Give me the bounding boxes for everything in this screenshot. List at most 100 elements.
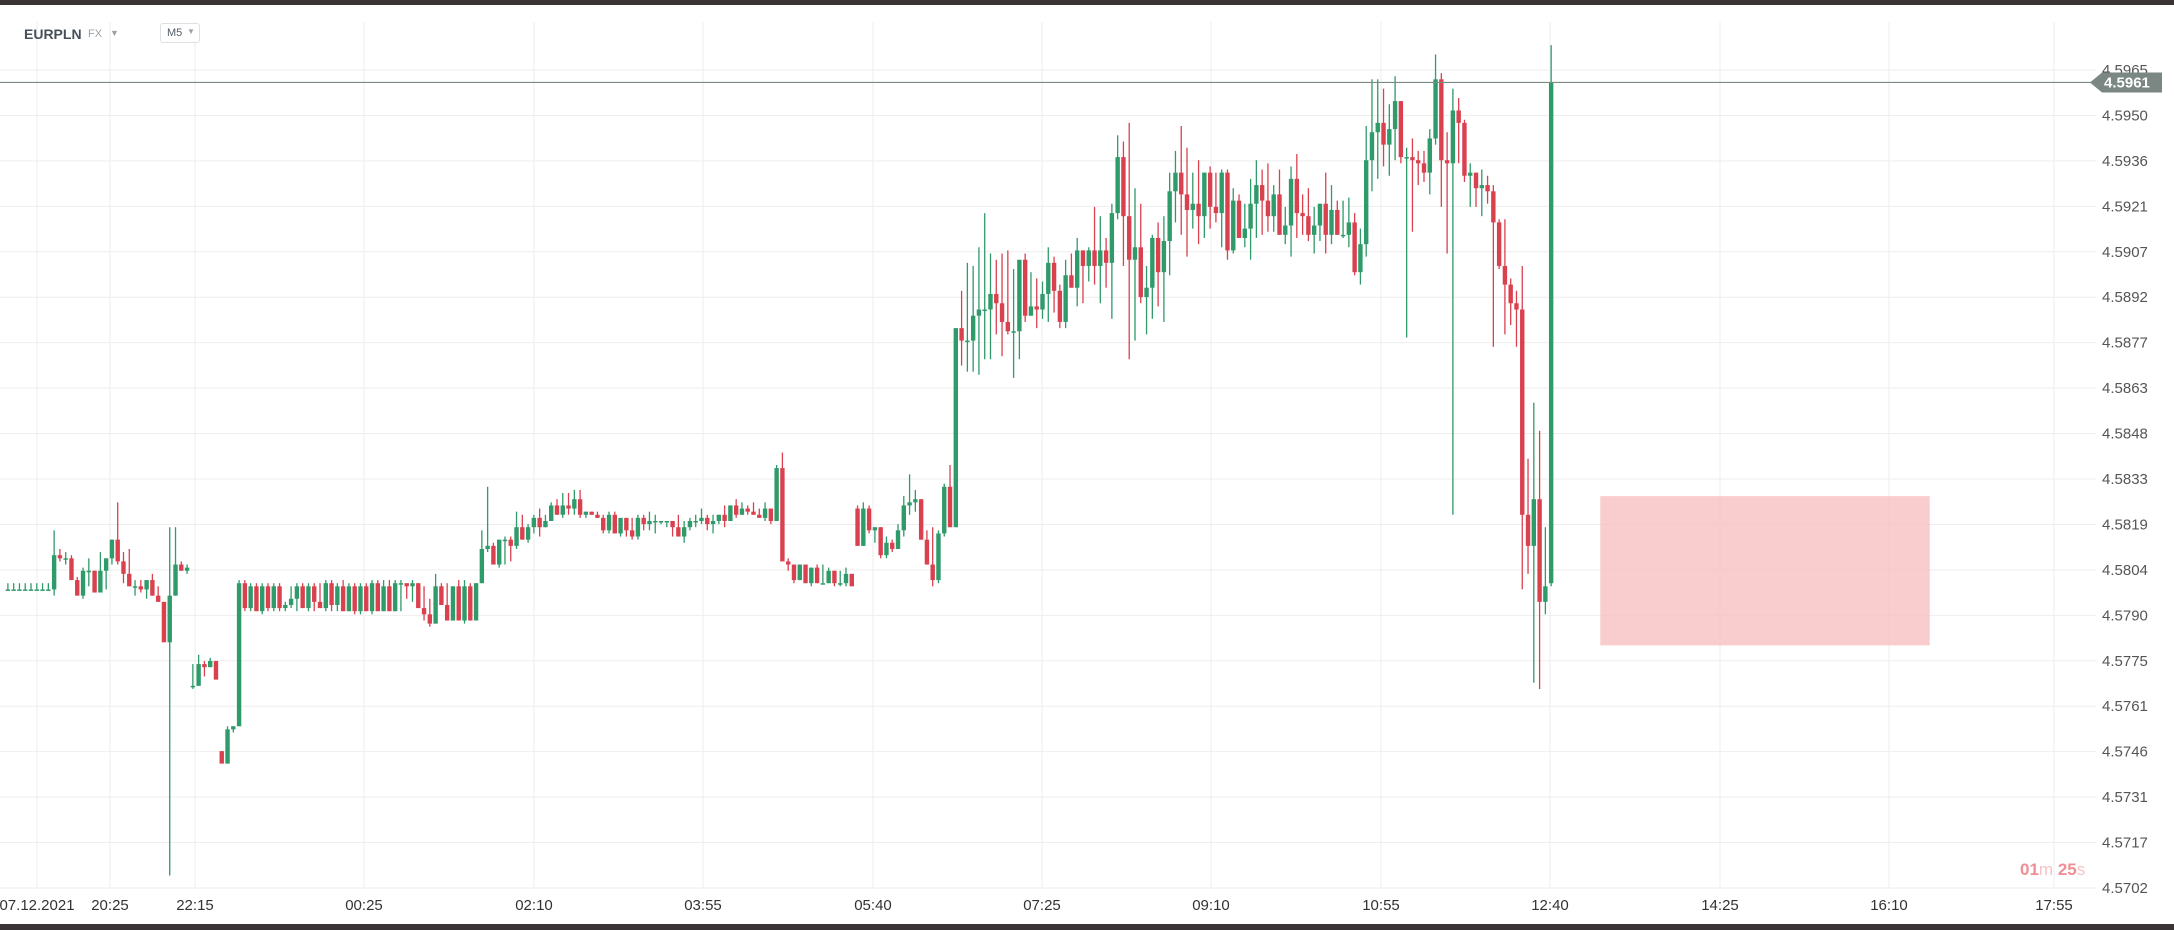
candle bbox=[75, 576, 80, 596]
candle bbox=[525, 524, 531, 543]
price-tick-label: 4.5848 bbox=[2102, 426, 2148, 443]
price-tick-label: 4.5761 bbox=[2102, 698, 2148, 715]
candle bbox=[780, 452, 785, 562]
candle bbox=[1410, 138, 1415, 232]
candle-body bbox=[1450, 110, 1456, 164]
candle bbox=[242, 580, 248, 612]
candle bbox=[1421, 150, 1427, 182]
candle-body bbox=[69, 558, 74, 581]
candle bbox=[1196, 160, 1201, 245]
candle-body bbox=[1103, 250, 1109, 263]
candle-body bbox=[624, 517, 629, 531]
candle-body bbox=[959, 328, 964, 341]
candle-body bbox=[664, 520, 670, 523]
candle-body bbox=[51, 555, 57, 590]
candle-body bbox=[791, 564, 797, 581]
candle bbox=[1462, 119, 1467, 182]
candle-body bbox=[722, 514, 727, 521]
candle bbox=[624, 517, 629, 537]
candle-body bbox=[479, 548, 485, 584]
candle-body bbox=[554, 505, 560, 515]
candle bbox=[953, 328, 959, 528]
candle-body bbox=[1144, 287, 1149, 298]
candle bbox=[236, 580, 242, 727]
candle bbox=[895, 524, 901, 549]
candle bbox=[1225, 169, 1230, 260]
candle bbox=[1485, 175, 1490, 204]
candle bbox=[306, 583, 311, 612]
candle-body bbox=[1138, 247, 1143, 298]
candle-body bbox=[294, 586, 300, 599]
candle-body bbox=[670, 520, 675, 528]
candle bbox=[1340, 200, 1346, 238]
candle-body bbox=[936, 533, 941, 581]
candle bbox=[549, 502, 554, 521]
candle-body bbox=[930, 564, 935, 581]
candle bbox=[855, 505, 860, 546]
symbol-label[interactable]: EURPLN bbox=[24, 26, 82, 42]
time-tick-label: 07.12.2021 bbox=[0, 897, 75, 914]
market-label[interactable]: FX bbox=[88, 28, 103, 40]
candle-body bbox=[918, 499, 924, 540]
candle bbox=[502, 536, 508, 565]
candle-body bbox=[751, 511, 756, 515]
candle-body bbox=[566, 505, 571, 509]
candle bbox=[144, 580, 149, 599]
candle bbox=[572, 489, 577, 515]
candle bbox=[450, 586, 456, 621]
candle-body bbox=[508, 539, 513, 546]
candle bbox=[1450, 88, 1456, 515]
candle-body bbox=[1109, 213, 1115, 263]
candle-body bbox=[352, 586, 357, 612]
candle-body bbox=[1485, 185, 1490, 192]
candle bbox=[768, 508, 774, 525]
candle bbox=[826, 567, 831, 584]
candle-body bbox=[965, 340, 970, 343]
candle bbox=[1248, 178, 1253, 260]
candle bbox=[1132, 188, 1138, 341]
candle-body bbox=[63, 558, 68, 560]
candle bbox=[283, 601, 288, 612]
candle bbox=[1375, 79, 1380, 179]
candle-body bbox=[1028, 306, 1034, 316]
time-tick-label: 17:55 bbox=[2035, 897, 2073, 914]
candle bbox=[664, 520, 670, 528]
candle bbox=[46, 583, 51, 591]
candle-body bbox=[728, 505, 733, 521]
candle bbox=[132, 580, 138, 596]
candle-body bbox=[410, 583, 415, 587]
candle-body bbox=[404, 583, 409, 587]
timeframe-select[interactable]: M5 ▼ bbox=[160, 23, 200, 43]
candle bbox=[167, 527, 172, 876]
candle bbox=[1179, 125, 1184, 235]
time-tick-label: 00:25 bbox=[345, 897, 383, 914]
candle-body bbox=[462, 586, 467, 621]
candle-body bbox=[277, 586, 282, 609]
candle-body bbox=[155, 595, 161, 602]
candle bbox=[1363, 125, 1369, 257]
candle bbox=[1109, 203, 1115, 319]
candle bbox=[1057, 284, 1063, 329]
candle-body bbox=[5, 589, 11, 591]
candle bbox=[433, 573, 438, 624]
candle bbox=[80, 567, 86, 599]
candle bbox=[1173, 150, 1178, 223]
candle bbox=[901, 496, 906, 537]
candle-body bbox=[1254, 185, 1259, 204]
candle-body bbox=[190, 685, 196, 688]
candle-body bbox=[358, 586, 363, 612]
candle-body bbox=[1092, 250, 1097, 266]
candle-body bbox=[1259, 185, 1265, 201]
candle bbox=[173, 527, 178, 596]
candle bbox=[260, 583, 265, 615]
candle bbox=[1306, 188, 1311, 242]
candle bbox=[1074, 237, 1080, 307]
candle-body bbox=[1225, 172, 1230, 251]
candle-body bbox=[872, 527, 878, 531]
candle bbox=[11, 583, 16, 591]
candle-body bbox=[1537, 499, 1542, 602]
chevron-down-icon[interactable]: ▼ bbox=[110, 28, 119, 38]
candle bbox=[271, 583, 276, 612]
candle bbox=[849, 573, 854, 587]
